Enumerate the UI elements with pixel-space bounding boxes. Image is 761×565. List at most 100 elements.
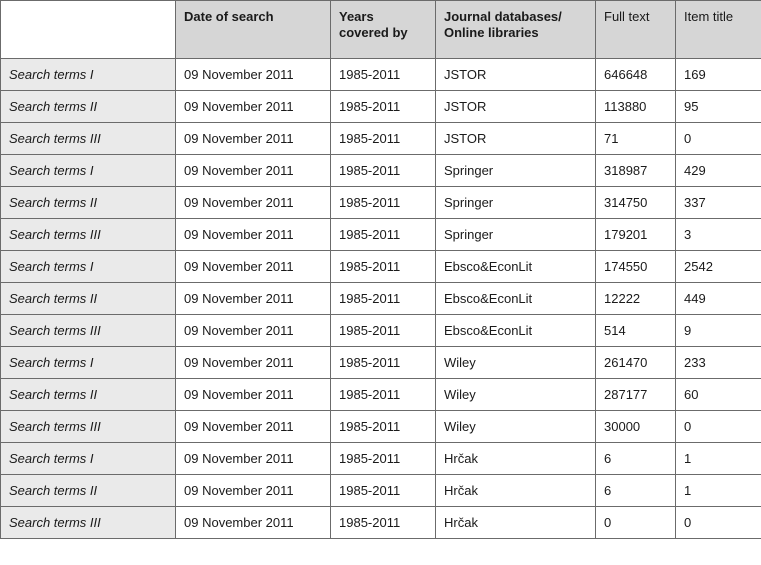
- cell-date: 09 November 2011: [176, 347, 331, 379]
- cell-rowlabel: Search terms II: [1, 379, 176, 411]
- cell-fulltext: 71: [596, 123, 676, 155]
- cell-db: Wiley: [436, 379, 596, 411]
- cell-itemtitle: 60: [676, 379, 761, 411]
- cell-rowlabel: Search terms I: [1, 251, 176, 283]
- cell-years: 1985-2011: [331, 443, 436, 475]
- table-row: Search terms I09 November 20111985-2011J…: [1, 59, 761, 91]
- col-header-years: Years covered by: [331, 1, 436, 59]
- cell-date: 09 November 2011: [176, 507, 331, 539]
- table-header-row: Date of search Years covered by Journal …: [1, 1, 761, 59]
- cell-date: 09 November 2011: [176, 475, 331, 507]
- cell-date: 09 November 2011: [176, 155, 331, 187]
- cell-itemtitle: 0: [676, 411, 761, 443]
- cell-db: Hrčak: [436, 443, 596, 475]
- cell-date: 09 November 2011: [176, 123, 331, 155]
- table-row: Search terms II09 November 20111985-2011…: [1, 475, 761, 507]
- table-body: Search terms I09 November 20111985-2011J…: [1, 59, 761, 539]
- cell-years: 1985-2011: [331, 187, 436, 219]
- cell-date: 09 November 2011: [176, 443, 331, 475]
- col-header-db: Journal databases/ Online libraries: [436, 1, 596, 59]
- cell-db: Wiley: [436, 347, 596, 379]
- search-results-table-container: Date of search Years covered by Journal …: [0, 0, 761, 539]
- cell-db: Ebsco&EconLit: [436, 315, 596, 347]
- cell-db: Hrčak: [436, 475, 596, 507]
- cell-db: Springer: [436, 187, 596, 219]
- cell-rowlabel: Search terms I: [1, 347, 176, 379]
- cell-fulltext: 646648: [596, 59, 676, 91]
- cell-date: 09 November 2011: [176, 379, 331, 411]
- cell-date: 09 November 2011: [176, 187, 331, 219]
- cell-itemtitle: 429: [676, 155, 761, 187]
- cell-itemtitle: 337: [676, 187, 761, 219]
- table-row: Search terms III09 November 20111985-201…: [1, 507, 761, 539]
- cell-rowlabel: Search terms II: [1, 475, 176, 507]
- search-results-table: Date of search Years covered by Journal …: [0, 0, 761, 539]
- cell-itemtitle: 3: [676, 219, 761, 251]
- cell-date: 09 November 2011: [176, 219, 331, 251]
- table-header: Date of search Years covered by Journal …: [1, 1, 761, 59]
- cell-itemtitle: 9: [676, 315, 761, 347]
- cell-years: 1985-2011: [331, 315, 436, 347]
- cell-fulltext: 6: [596, 443, 676, 475]
- cell-rowlabel: Search terms I: [1, 155, 176, 187]
- cell-db: JSTOR: [436, 91, 596, 123]
- cell-itemtitle: 169: [676, 59, 761, 91]
- cell-fulltext: 12222: [596, 283, 676, 315]
- cell-fulltext: 179201: [596, 219, 676, 251]
- cell-years: 1985-2011: [331, 283, 436, 315]
- cell-db: Springer: [436, 219, 596, 251]
- table-row: Search terms III09 November 20111985-201…: [1, 123, 761, 155]
- cell-itemtitle: 2542: [676, 251, 761, 283]
- cell-itemtitle: 0: [676, 507, 761, 539]
- cell-itemtitle: 449: [676, 283, 761, 315]
- cell-fulltext: 0: [596, 507, 676, 539]
- cell-rowlabel: Search terms I: [1, 59, 176, 91]
- cell-fulltext: 314750: [596, 187, 676, 219]
- cell-years: 1985-2011: [331, 251, 436, 283]
- cell-fulltext: 174550: [596, 251, 676, 283]
- cell-fulltext: 6: [596, 475, 676, 507]
- cell-fulltext: 287177: [596, 379, 676, 411]
- cell-db: JSTOR: [436, 59, 596, 91]
- cell-years: 1985-2011: [331, 411, 436, 443]
- cell-fulltext: 318987: [596, 155, 676, 187]
- cell-date: 09 November 2011: [176, 411, 331, 443]
- cell-date: 09 November 2011: [176, 251, 331, 283]
- col-header-fulltext: Full text: [596, 1, 676, 59]
- cell-fulltext: 113880: [596, 91, 676, 123]
- cell-rowlabel: Search terms II: [1, 91, 176, 123]
- cell-years: 1985-2011: [331, 507, 436, 539]
- table-row: Search terms II09 November 20111985-2011…: [1, 91, 761, 123]
- cell-rowlabel: Search terms III: [1, 507, 176, 539]
- cell-fulltext: 261470: [596, 347, 676, 379]
- col-header-rowlabel: [1, 1, 176, 59]
- cell-itemtitle: 1: [676, 443, 761, 475]
- cell-itemtitle: 1: [676, 475, 761, 507]
- col-header-date: Date of search: [176, 1, 331, 59]
- col-header-itemtitle: Item title: [676, 1, 761, 59]
- table-row: Search terms I09 November 20111985-2011W…: [1, 347, 761, 379]
- cell-db: JSTOR: [436, 123, 596, 155]
- cell-years: 1985-2011: [331, 123, 436, 155]
- table-row: Search terms II09 November 20111985-2011…: [1, 379, 761, 411]
- table-row: Search terms III09 November 20111985-201…: [1, 411, 761, 443]
- table-row: Search terms I09 November 20111985-2011H…: [1, 443, 761, 475]
- cell-db: Hrčak: [436, 507, 596, 539]
- cell-fulltext: 514: [596, 315, 676, 347]
- cell-rowlabel: Search terms III: [1, 411, 176, 443]
- cell-rowlabel: Search terms III: [1, 315, 176, 347]
- cell-date: 09 November 2011: [176, 315, 331, 347]
- cell-date: 09 November 2011: [176, 91, 331, 123]
- cell-years: 1985-2011: [331, 155, 436, 187]
- cell-itemtitle: 95: [676, 91, 761, 123]
- cell-fulltext: 30000: [596, 411, 676, 443]
- cell-date: 09 November 2011: [176, 283, 331, 315]
- cell-itemtitle: 0: [676, 123, 761, 155]
- cell-rowlabel: Search terms I: [1, 443, 176, 475]
- cell-rowlabel: Search terms II: [1, 187, 176, 219]
- cell-db: Ebsco&EconLit: [436, 251, 596, 283]
- table-row: Search terms I09 November 20111985-2011E…: [1, 251, 761, 283]
- table-row: Search terms II09 November 20111985-2011…: [1, 187, 761, 219]
- cell-years: 1985-2011: [331, 475, 436, 507]
- table-row: Search terms III09 November 20111985-201…: [1, 219, 761, 251]
